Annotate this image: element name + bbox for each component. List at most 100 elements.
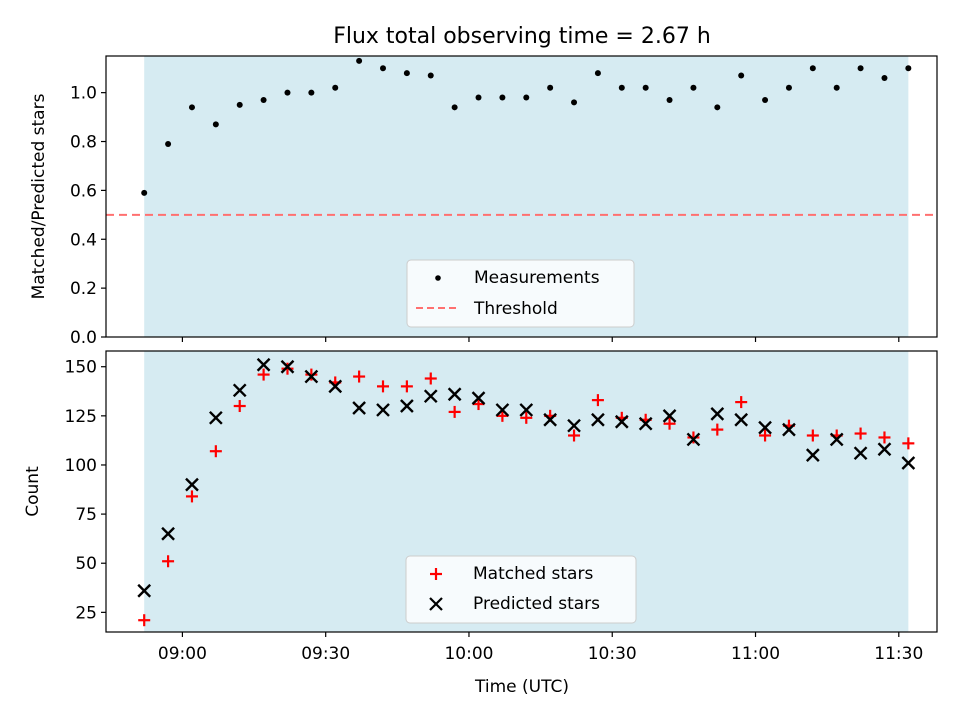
matched-star-point: [400, 380, 413, 393]
measurement-point: [762, 96, 769, 103]
matched-star-point: [759, 429, 772, 442]
predicted-star-point: [519, 403, 534, 417]
predicted-star-point: [447, 387, 462, 402]
measurement-point: [236, 101, 243, 108]
predicted-star-point: [352, 401, 366, 415]
measurement-point: [141, 189, 148, 196]
x-tick-label: 10:30: [588, 644, 637, 664]
y-tick-label: 125: [65, 407, 97, 427]
measurement-point: [833, 84, 840, 91]
predicted-star-point: [376, 403, 390, 417]
predicted-star-point: [805, 448, 820, 462]
predicted-star-point: [901, 456, 916, 470]
predicted-star-point: [638, 416, 653, 431]
matched-star-point: [424, 372, 437, 385]
measurement-point: [690, 84, 697, 91]
top-y-ticks: 0.0 0.2 0.4 0.6 0.8 1.0: [70, 84, 106, 348]
bottom-y-axis-label: Count: [23, 466, 43, 517]
predicted-star-point: [543, 412, 558, 427]
predicted-star-point: [185, 477, 199, 492]
predicted-star-point: [567, 418, 581, 433]
x-tick-label: 10:00: [444, 644, 493, 664]
y-tick-label: 150: [65, 358, 97, 378]
predicted-star-point: [710, 407, 725, 421]
measurement-point: [714, 104, 721, 111]
measurement-point: [499, 94, 506, 101]
legend-matched-marker: [430, 568, 442, 580]
measurement-point: [380, 65, 386, 72]
y-tick-label: 1.0: [70, 84, 97, 104]
y-tick-label: 25: [75, 603, 97, 623]
ratio-panel: 0.0 0.2 0.4 0.6 0.8 1.0 Matched/Predicted sta…: [29, 55, 938, 348]
matched-star-point: [902, 437, 915, 450]
matched-star-point: [854, 427, 867, 440]
measurement-point: [188, 104, 195, 111]
predicted-star-point: [686, 432, 701, 447]
matched-star-point: [663, 417, 676, 430]
legend-measurements-label: Measurements: [474, 268, 600, 288]
top-legend-box: [406, 259, 635, 328]
predicted-star-point: [614, 414, 629, 429]
matched-star-point: [138, 614, 151, 627]
matched-star-point: [568, 429, 581, 442]
y-tick-label: 75: [75, 505, 97, 525]
x-tick-label: 11:30: [874, 644, 923, 664]
measurement-point: [618, 84, 625, 91]
matched-star-point: [591, 394, 604, 407]
x-tick-label: 09:30: [301, 644, 350, 664]
bottom-legend-box: [405, 555, 637, 624]
measurement-point: [857, 65, 864, 72]
measurement-point: [356, 57, 363, 64]
matched-star-point: [281, 362, 294, 375]
x-axis-label: Time (UTC): [474, 677, 569, 697]
measurement-point: [284, 89, 291, 96]
measurement-point: [523, 94, 530, 101]
y-tick-label: 100: [65, 456, 97, 476]
predicted-star-point: [758, 420, 772, 435]
y-tick-label: 0.4: [70, 230, 97, 250]
predicted-star-point: [137, 583, 152, 598]
matched-star-point: [735, 396, 748, 409]
predicted-star-point: [829, 432, 844, 447]
predicted-star-point: [471, 391, 486, 406]
predicted-star-point: [400, 399, 414, 413]
matched-star-point: [520, 411, 533, 424]
matched-star-point: [711, 423, 724, 436]
y-tick-label: 0.6: [70, 181, 97, 201]
legend-measurements-marker: [435, 275, 441, 281]
top-axes-frame: [105, 55, 938, 338]
predicted-star-point: [782, 422, 796, 437]
measurement-point: [547, 84, 554, 91]
predicted-star-point: [734, 412, 749, 427]
measurement-point: [666, 96, 673, 103]
predicted-star-point: [853, 446, 868, 461]
legend-predicted-marker: [429, 597, 443, 611]
predicted-star-point: [304, 369, 319, 384]
predicted-star-point: [423, 389, 438, 404]
measurement-point: [212, 121, 219, 128]
predicted-star-point: [232, 383, 247, 398]
x-tick-label: 11:00: [731, 644, 780, 664]
measurement-point: [308, 89, 315, 96]
measurement-point: [738, 72, 745, 79]
bottom-axes-frame: [105, 350, 938, 633]
measurement-point: [332, 84, 339, 91]
predicted-star-point: [591, 412, 605, 427]
predicted-star-point: [877, 442, 892, 457]
legend-threshold-label: Threshold: [473, 299, 558, 319]
measurement-point: [642, 84, 649, 91]
count-panel: 25 50 75 100 125 150 09:00 09:30 10:00 10:30 11:0…: [23, 350, 938, 697]
bottom-x-ticks: 09:00 09:30 10:00 10:30 11:00 11:30: [158, 632, 923, 664]
matched-star-point: [448, 405, 461, 418]
predicted-star-point: [662, 408, 677, 423]
matched-star-point: [353, 370, 366, 383]
bottom-y-ticks: 25 50 75 100 125 150: [65, 358, 106, 623]
legend-matched-label: Matched stars: [473, 564, 593, 584]
y-tick-label: 0.2: [70, 279, 97, 299]
measurement-point: [451, 104, 458, 111]
predicted-star-point: [208, 410, 223, 425]
count-points: [137, 357, 916, 627]
matched-star-point: [806, 429, 819, 442]
top-y-axis-label: Matched/Predicted stars: [29, 93, 49, 299]
matched-star-point: [472, 398, 485, 411]
